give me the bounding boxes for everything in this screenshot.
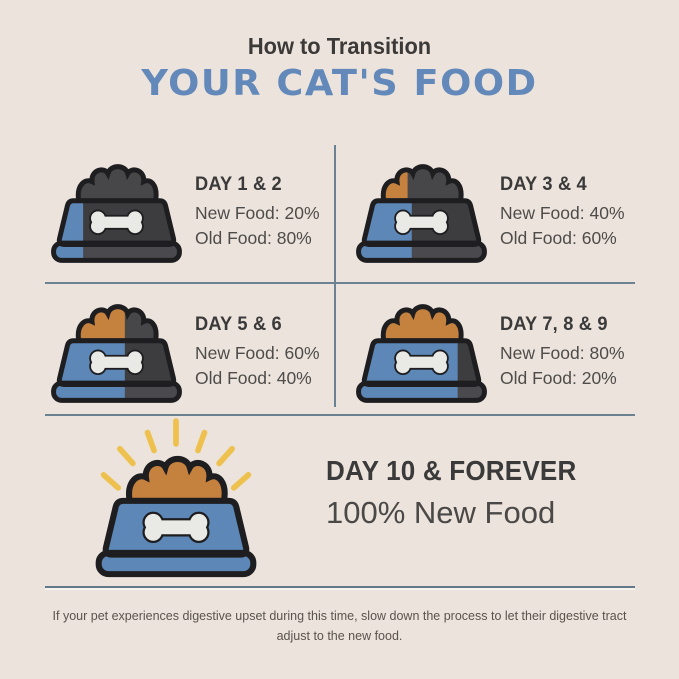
final-step-day-10: DAY 10 & FOREVER 100% New Food xyxy=(92,413,595,579)
final-day-label: DAY 10 & FOREVER xyxy=(326,455,577,486)
food-bowl-illustration xyxy=(48,161,185,263)
day-label: DAY 5 & 6 xyxy=(195,314,282,336)
new-food-line: New Food: 40% xyxy=(500,203,625,224)
final-subtitle: 100% New Food xyxy=(326,495,556,530)
page-title-line1: How to Transition xyxy=(247,33,432,59)
footer-note: If your pet experiences digestive upset … xyxy=(52,609,627,643)
bone-icon xyxy=(394,349,449,376)
food-bowl-icon xyxy=(356,304,487,403)
sun-ray-icon xyxy=(100,471,122,491)
day-label: DAY 7, 8 & 9 xyxy=(500,314,608,336)
new-food-line: New Food: 80% xyxy=(500,343,625,364)
bone-icon xyxy=(394,209,449,236)
footer-divider xyxy=(45,586,635,588)
bone-icon xyxy=(89,349,144,376)
day-label: DAY 3 & 4 xyxy=(500,174,587,196)
step-day-1-2: DAY 1 & 2 New Food: 20% Old Food: 80% xyxy=(48,161,320,263)
bowl-body-icon xyxy=(56,198,177,247)
vertical-divider xyxy=(334,145,336,407)
horizontal-divider-bottom xyxy=(45,414,635,416)
kibble-mound-icon xyxy=(126,455,228,504)
new-food-line: New Food: 60% xyxy=(195,343,320,364)
step-day-3-4: DAY 3 & 4 New Food: 40% Old Food: 60% xyxy=(353,161,625,263)
kibble-mound-icon xyxy=(380,304,464,344)
sun-ray-icon xyxy=(195,429,208,454)
kibble-mound-icon xyxy=(75,304,159,344)
step-day-7-8-9: DAY 7, 8 & 9 New Food: 80% Old Food: 20% xyxy=(353,301,625,403)
new-food-line: New Food: 20% xyxy=(195,203,320,224)
food-bowl-icon xyxy=(51,304,182,403)
food-bowl-icon xyxy=(356,164,487,263)
food-bowl-icon xyxy=(51,164,182,263)
day-label: DAY 1 & 2 xyxy=(195,174,282,196)
bowl-body-icon xyxy=(361,198,482,247)
kibble-mound-icon xyxy=(75,164,159,204)
kibble-mound-icon xyxy=(380,164,464,204)
bowl-body-icon xyxy=(361,338,482,387)
step-day-5-6: DAY 5 & 6 New Food: 60% Old Food: 40% xyxy=(48,301,320,403)
sun-ray-icon xyxy=(230,471,252,491)
page-title-line2: YOUR CAT'S FOOD xyxy=(141,63,538,104)
bowl-body-icon xyxy=(102,497,250,558)
shining-food-bowl-illustration xyxy=(92,413,260,579)
food-bowl-illustration xyxy=(48,301,185,403)
horizontal-divider-top xyxy=(45,282,635,284)
old-food-line: Old Food: 80% xyxy=(195,227,312,248)
food-bowl-illustration xyxy=(353,161,490,263)
shining-food-bowl-icon xyxy=(95,418,257,578)
sun-ray-icon xyxy=(144,429,157,454)
sun-ray-icon xyxy=(216,445,235,467)
old-food-line: Old Food: 60% xyxy=(500,227,617,248)
bone-icon xyxy=(89,209,144,236)
bowl-body-icon xyxy=(56,338,177,387)
old-food-line: Old Food: 40% xyxy=(195,367,312,388)
old-food-line: Old Food: 20% xyxy=(500,367,617,388)
bone-icon xyxy=(142,511,210,543)
food-bowl-illustration xyxy=(353,301,490,403)
sun-ray-icon xyxy=(117,445,136,467)
